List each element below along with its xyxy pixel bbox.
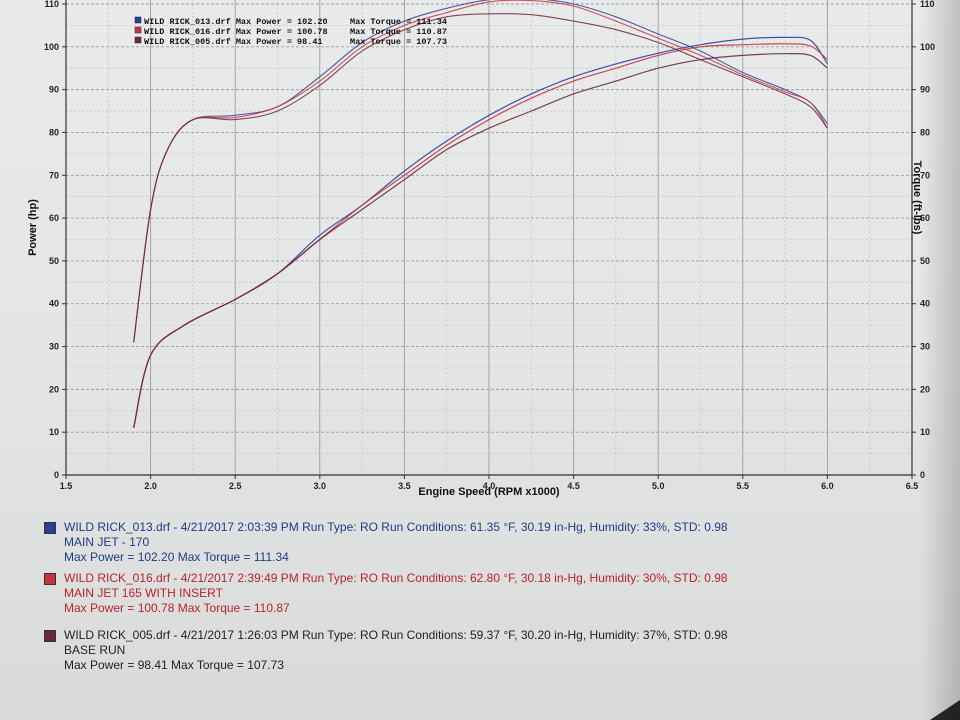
legend-swatch: [134, 16, 142, 24]
run-color-swatch: [44, 522, 56, 534]
y2-tick-label: 110: [920, 0, 935, 9]
torque-curve-1: [133, 0, 828, 343]
y-tick-label: 30: [49, 342, 59, 352]
legend-swatch: [134, 26, 142, 34]
y-tick-label: 80: [49, 127, 59, 137]
y-tick-label: 10: [49, 427, 59, 437]
run-color-swatch: [44, 573, 56, 585]
x-tick-label: 6.0: [821, 481, 834, 491]
chart-legend: WILD RICK_013.drf Max Power = 102.20 Max …: [134, 16, 447, 47]
y2-tick-label: 60: [920, 213, 930, 223]
run-header: WILD RICK_013.drf - 4/21/2017 2:03:39 PM…: [64, 520, 728, 534]
y2-tick-label: 70: [920, 170, 930, 180]
run-summary: Max Power = 98.41 Max Torque = 107.73: [64, 658, 284, 672]
y-tick-label: 90: [49, 85, 59, 95]
y-tick-label: 20: [49, 384, 59, 394]
y2-tick-label: 100: [920, 42, 935, 52]
power-curve-1: [133, 43, 828, 429]
torque-curve-2: [133, 13, 828, 343]
run-summary: Max Power = 100.78 Max Torque = 110.87: [64, 601, 290, 615]
run-header: WILD RICK_005.drf - 4/21/2017 1:26:03 PM…: [64, 628, 728, 642]
y-tick-label: 60: [49, 213, 59, 223]
y2-tick-label: 0: [920, 470, 925, 480]
power-curve-0: [133, 36, 828, 429]
run-summary: Max Power = 102.20 Max Torque = 111.34: [64, 550, 289, 564]
power-curve-2: [133, 53, 828, 429]
paper-shadow: [920, 0, 960, 720]
y-tick-label: 70: [49, 170, 59, 180]
run-header: WILD RICK_016.drf - 4/21/2017 2:39:49 PM…: [64, 571, 728, 585]
x-tick-label: 4.0: [483, 481, 496, 491]
run-note: MAIN JET 165 WITH INSERT: [64, 586, 223, 600]
x-axis-label: Engine Speed (RPM x1000): [418, 486, 560, 498]
y-tick-label: 50: [49, 256, 59, 266]
y2-tick-label: 20: [920, 384, 930, 394]
x-tick-label: 1.5: [60, 481, 73, 491]
y-tick-label: 0: [54, 470, 59, 480]
x-tick-label: 3.5: [398, 481, 411, 491]
x-tick-label: 2.0: [144, 481, 157, 491]
y2-tick-label: 80: [920, 127, 930, 137]
chart-axes: 1.5 2.0 2.5 3.0 3.5 4.0 4.5 5.0 5.5 6.0 6.50102030…: [44, 0, 935, 491]
torque-curve-0: [133, 0, 828, 343]
y-tick-label: 40: [49, 299, 59, 309]
legend-entry-file: WILD RICK_005.drf Max Power = 98.41: [144, 37, 323, 47]
x-tick-label: 5.5: [737, 481, 750, 491]
x-tick-label: 3.0: [314, 481, 327, 491]
x-tick-label: 5.0: [652, 481, 665, 491]
x-tick-label: 4.5: [567, 481, 580, 491]
y2-tick-label: 50: [920, 256, 930, 266]
y2-tick-label: 40: [920, 299, 930, 309]
run-note: MAIN JET - 170: [64, 535, 150, 549]
legend-entry-torque: Max Torque = 107.73: [350, 37, 447, 47]
x-tick-label: 6.5: [906, 481, 919, 491]
y2-tick-label: 90: [920, 85, 930, 95]
chart-curves: [133, 0, 828, 429]
y2-tick-label: 10: [920, 427, 930, 437]
y2-tick-label: 30: [920, 342, 930, 352]
y2-axis-label: Torque (ft-lbs): [911, 161, 923, 235]
legend-entry-file: WILD RICK_016.drf Max Power = 100.78: [144, 27, 328, 37]
legend-entry-torque: Max Torque = 110.87: [350, 27, 447, 37]
run-color-swatch: [44, 630, 56, 642]
y-tick-label: 110: [44, 0, 59, 9]
legend-swatch: [134, 36, 142, 44]
y-axis-label: Power (hp): [27, 199, 39, 256]
chart-grid: [65, 0, 913, 476]
legend-entry-torque: Max Torque = 111.34: [350, 17, 447, 27]
x-tick-label: 2.5: [229, 481, 242, 491]
run-note: BASE RUN: [64, 643, 126, 657]
y-tick-label: 100: [44, 42, 59, 52]
legend-entry-file: WILD RICK_013.drf Max Power = 102.20: [144, 17, 328, 27]
